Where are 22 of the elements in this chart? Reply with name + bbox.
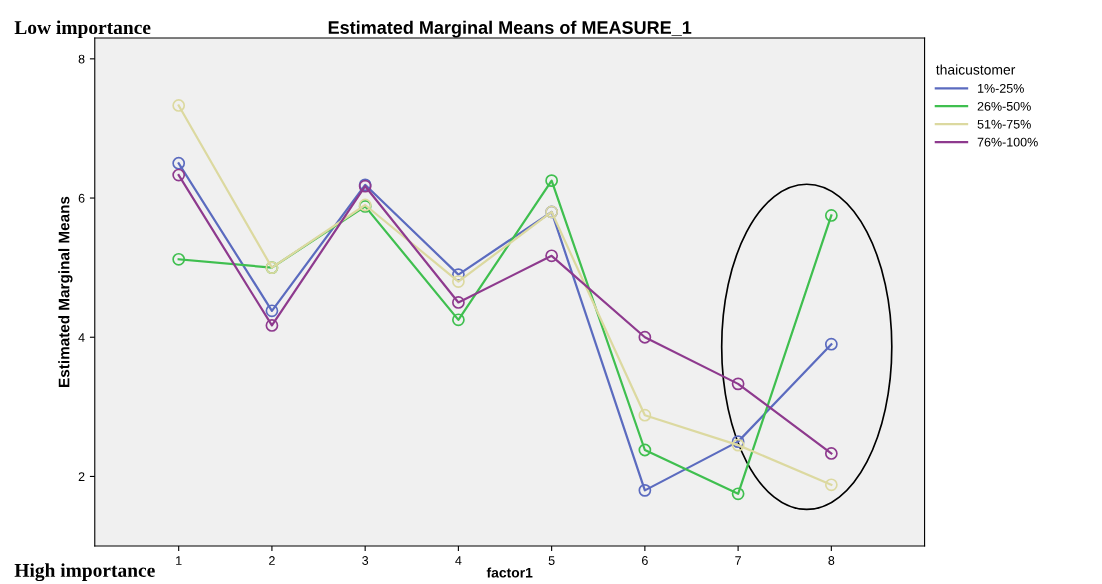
x-tick-label: 3 xyxy=(362,556,369,565)
x-tick-label: 5 xyxy=(548,556,555,565)
x-axis-title: factor1 xyxy=(486,567,533,578)
x-tick-label: 6 xyxy=(642,556,648,565)
annotation: Low importance xyxy=(14,20,151,39)
text: High importance xyxy=(14,563,155,582)
x-tick-label: 8 xyxy=(828,556,835,565)
x-tick-label: 4 xyxy=(455,556,462,565)
y-tick-label: 8 xyxy=(78,54,85,64)
y-tick-label: 2 xyxy=(78,472,85,481)
x-tick-label: 2 xyxy=(269,556,275,565)
legend-label: 1%-25% xyxy=(978,83,1024,93)
legend-label: 76%-100% xyxy=(977,137,1038,147)
chart-title: Estimated Marginal Means of MEASURE_1 xyxy=(328,20,692,38)
y-tick-label: 6 xyxy=(78,193,85,203)
y-tick-label: 4 xyxy=(78,333,85,342)
legend-label: 51%-75% xyxy=(977,119,1031,129)
x-tick-label: 7 xyxy=(735,556,741,565)
y-axis-title: Estimated Marginal Means xyxy=(58,196,73,387)
legend-label: 26%-50% xyxy=(977,101,1031,111)
legend-title: thaicustomer xyxy=(936,64,1016,75)
x-tick-label: 1 xyxy=(176,556,182,565)
